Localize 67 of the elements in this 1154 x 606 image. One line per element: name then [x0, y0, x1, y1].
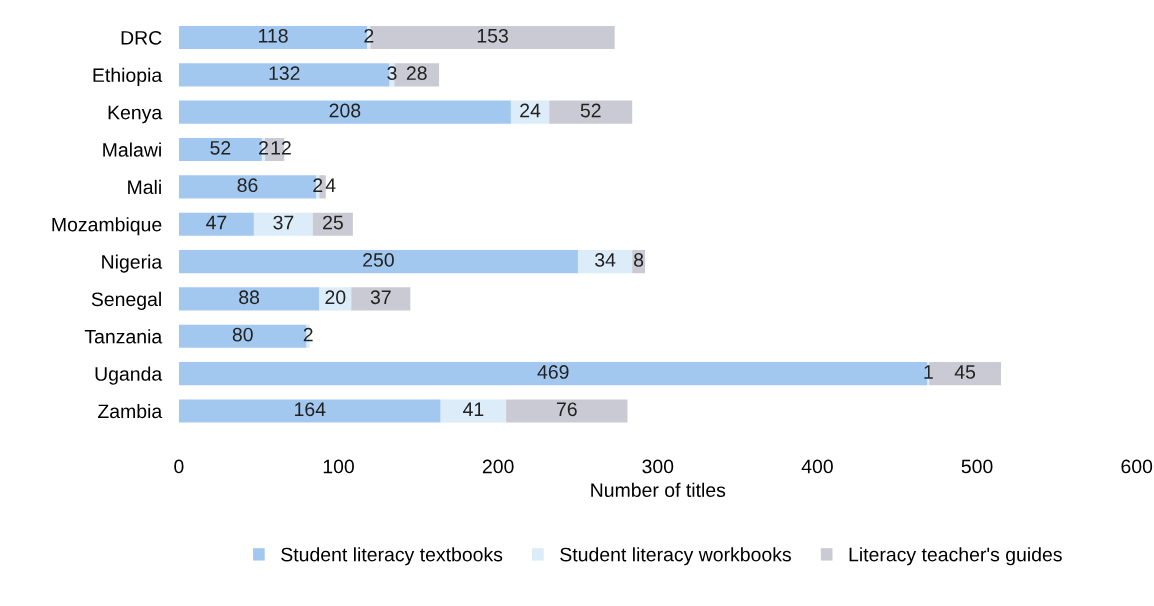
- y-tick-label: Kenya: [108, 105, 163, 124]
- bar: [577, 249, 633, 274]
- data-label: 250: [363, 253, 394, 267]
- data-label: 3: [387, 66, 397, 81]
- data-label: 34: [595, 253, 616, 267]
- bar: [178, 249, 578, 274]
- bar: [312, 212, 353, 236]
- data-label: 80: [232, 327, 253, 342]
- data-label: 52: [580, 103, 601, 118]
- data-label: 469: [537, 365, 569, 379]
- y-tick-label: DRC: [121, 30, 162, 45]
- data-label: 25: [323, 215, 343, 230]
- bar: [178, 212, 254, 236]
- data-label: 118: [259, 28, 288, 43]
- y-tick-label: Zambia: [97, 403, 163, 419]
- legend-label: Literacy teacher's guides: [849, 547, 1062, 566]
- data-label: 153: [477, 28, 508, 43]
- data-label: 88: [239, 290, 260, 305]
- y-tick-label: Uganda: [95, 366, 163, 385]
- y-tick-label: Ethiopia: [93, 67, 163, 86]
- bar: [351, 287, 411, 311]
- bar: [178, 100, 511, 124]
- data-label: 24: [520, 103, 541, 118]
- bar: [549, 100, 633, 124]
- data-label: 208: [329, 103, 361, 118]
- data-label: 76: [556, 402, 577, 417]
- bar: [510, 100, 550, 124]
- x-tick-label: 200: [482, 459, 514, 474]
- x-tick-label: 500: [961, 459, 993, 474]
- legend-label: Student literacy textbooks: [281, 547, 503, 566]
- x-tick-label: 100: [323, 459, 354, 474]
- data-label: 86: [237, 178, 258, 193]
- bar: [506, 399, 628, 423]
- data-label: 132: [269, 66, 300, 81]
- data-label: 2: [259, 140, 268, 155]
- y-tick-label: Tanzania: [84, 329, 163, 344]
- data-label: 20: [325, 290, 346, 305]
- x-tick-label: 600: [1121, 459, 1153, 474]
- y-tick-label: Mali: [128, 179, 161, 195]
- data-label: 1: [924, 365, 933, 379]
- bar: [253, 212, 313, 236]
- data-label: 8: [634, 253, 644, 267]
- data-label: 37: [370, 290, 391, 305]
- data-label: 2: [313, 178, 323, 192]
- bar: [178, 287, 320, 311]
- x-axis-title: Number of titles: [591, 482, 726, 498]
- data-label: 41: [463, 402, 484, 416]
- x-tick-label: 0: [174, 459, 184, 474]
- data-label: 28: [406, 66, 427, 81]
- legend-label: Student literacy workbooks: [560, 547, 791, 566]
- bar: [178, 399, 441, 423]
- data-label: 52: [210, 140, 231, 155]
- x-tick-label: 400: [801, 459, 833, 474]
- y-tick-label: Nigeria: [102, 254, 163, 273]
- data-label: 4: [325, 178, 336, 192]
- data-label: 2: [364, 28, 374, 43]
- data-label: 45: [954, 365, 976, 379]
- data-label: 37: [273, 215, 294, 230]
- y-tick-label: Malawi: [103, 142, 161, 157]
- data-label: 164: [295, 402, 326, 417]
- y-tick-label: Mozambique: [52, 217, 162, 236]
- data-label: 47: [206, 215, 227, 230]
- data-label: 2: [303, 327, 313, 342]
- bar: [440, 399, 507, 423]
- data-label: 12: [271, 140, 291, 155]
- y-tick-label: Senegal: [91, 291, 161, 310]
- x-tick-label: 300: [642, 459, 674, 474]
